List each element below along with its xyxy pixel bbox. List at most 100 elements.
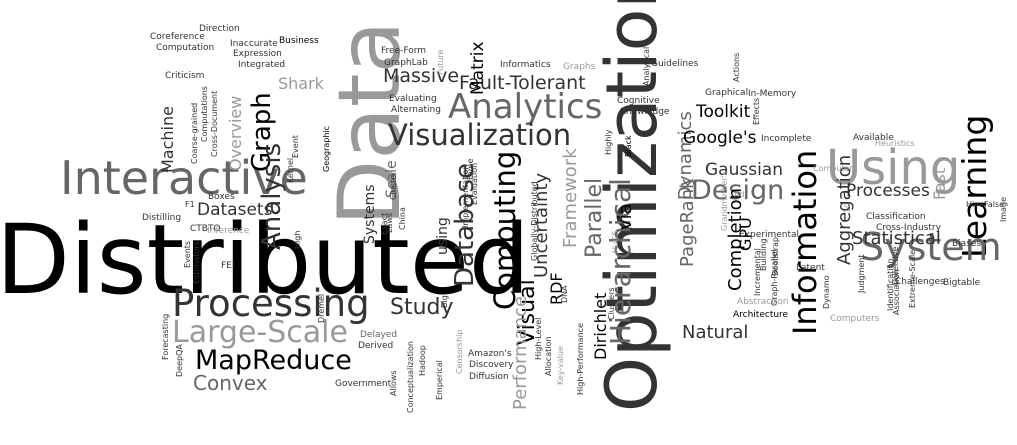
cloud-word: Incremental <box>753 248 762 296</box>
cloud-word: Judgment <box>857 254 866 293</box>
cloud-word: Fast <box>930 167 949 200</box>
cloud-word: Inference <box>207 226 250 236</box>
cloud-word: Evaluating <box>389 94 437 104</box>
cloud-word: Allocation <box>544 336 553 376</box>
cloud-word: Performance <box>510 295 531 410</box>
cloud-word: Integrated <box>238 60 286 70</box>
cloud-word: PageRank <box>677 178 698 267</box>
cloud-word: Overview <box>226 95 245 171</box>
cloud-word: Analysis <box>257 142 287 250</box>
cloud-word: Boxes <box>208 192 235 202</box>
cloud-word: Censorship <box>455 329 464 374</box>
cloud-word: Statistical <box>852 228 941 249</box>
cloud-word: Parallel <box>582 177 607 258</box>
cloud-word: Grandmother's <box>720 170 729 231</box>
cloud-word: Classification <box>866 212 926 222</box>
cloud-word: Diffusion <box>469 372 509 382</box>
cloud-word: Free-Form <box>381 46 427 56</box>
cloud-word: System <box>860 225 1002 269</box>
cloud-word: Allows <box>389 370 398 396</box>
cloud-word: Bigtable <box>943 278 981 288</box>
cloud-word: Google's <box>683 128 757 148</box>
cloud-word: High-Level <box>534 317 543 360</box>
cloud-word: Graphs <box>563 62 596 72</box>
cloud-word: Forecasting <box>161 313 170 360</box>
cloud-word: Information <box>786 149 824 335</box>
cloud-word: using <box>435 217 451 255</box>
cloud-word: China <box>398 207 407 230</box>
cloud-word: Identification <box>886 258 895 311</box>
cloud-word: Event <box>291 135 300 158</box>
cloud-word: F1 <box>185 200 195 209</box>
cloud-word: Business <box>279 36 319 46</box>
cloud-word: DeepQA <box>175 344 184 377</box>
cloud-word: Study <box>390 295 454 320</box>
cloud-word: High <box>293 230 302 249</box>
cloud-word: Cross-Document <box>210 90 219 157</box>
cloud-word: Cluster <box>389 171 398 200</box>
cloud-word: False <box>984 200 1005 209</box>
cloud-word: MapReduce <box>195 345 352 376</box>
cloud-word: Available <box>853 133 894 143</box>
cloud-word: Convex <box>193 371 268 395</box>
cloud-word: Latent <box>796 263 825 273</box>
cloud-word: Systems <box>362 184 378 245</box>
cloud-word: via <box>615 203 636 230</box>
cloud-word: High-Performance <box>576 323 585 395</box>
cloud-word: Dremel <box>317 293 326 323</box>
cloud-word: Coreference <box>150 32 205 42</box>
cloud-word: Ad <box>734 190 745 199</box>
cloud-word: Incomplete <box>761 134 812 144</box>
cloud-word: HuGS <box>611 230 620 253</box>
cloud-word: Using <box>826 140 961 196</box>
cloud-word: Challenges <box>895 277 945 287</box>
cloud-word: Matrix <box>468 41 488 95</box>
cloud-word: Distributed <box>0 204 530 316</box>
cloud-word: Highly <box>604 129 613 155</box>
cloud-word: Amazon's <box>468 349 512 359</box>
cloud-word: Clusters <box>607 287 616 320</box>
cloud-word: Architecture <box>733 310 789 320</box>
cloud-word: Computation <box>156 43 215 53</box>
cloud-word: Inaccurate <box>230 39 278 49</box>
cloud-word: Visualization <box>388 118 572 152</box>
cloud-word: Black <box>624 135 633 157</box>
cloud-word: Delayed <box>360 330 398 340</box>
cloud-word: Experimental <box>739 230 800 240</box>
cloud-word: Gaussian <box>705 160 783 180</box>
cloud-word: Informatics <box>500 60 551 70</box>
cloud-word: Computations <box>200 86 209 142</box>
cloud-word: Interactive <box>60 151 308 205</box>
cloud-word: Image <box>999 196 1008 222</box>
cloud-word: DNA <box>560 285 569 303</box>
cloud-word: Government <box>335 379 392 389</box>
cloud-word: Knowledge <box>620 107 670 117</box>
cloud-word: Processing <box>172 282 370 325</box>
cloud-word: Alternating <box>391 105 441 115</box>
cloud-word: Criticism <box>165 71 205 81</box>
cloud-word: Guidelines <box>651 59 699 69</box>
cloud-word: In-Memory <box>748 89 797 99</box>
cloud-word: Evaluation <box>470 162 479 205</box>
cloud-word: Natural <box>682 322 749 343</box>
cloud-word: Cognitive <box>617 96 660 106</box>
cloud-word: Analytics <box>448 87 603 127</box>
cloud-word: Datasets <box>197 200 273 220</box>
cloud-word: Large-Scale <box>172 315 348 350</box>
cloud-word: Computers <box>830 314 880 324</box>
cloud-word: Dynamo <box>822 275 831 309</box>
cloud-word: 10 <box>843 202 852 213</box>
cloud-word: Hive <box>966 200 984 209</box>
cloud-word: Fault-Tolerant <box>459 72 586 94</box>
cloud-word: Hadoop <box>418 345 427 376</box>
cloud-word: Globally-Distributed <box>530 181 539 261</box>
cloud-word: Geographic <box>322 125 331 172</box>
cloud-word: Distilling <box>142 213 182 223</box>
cloud-word: Laws <box>385 212 394 233</box>
cloud-word: Toolkit <box>696 102 751 122</box>
cloud-word: Analytical <box>642 46 651 86</box>
cloud-word: Framework <box>560 148 581 248</box>
cloud-word: FEI <box>221 261 235 271</box>
cloud-word: CTBTO <box>190 224 221 234</box>
